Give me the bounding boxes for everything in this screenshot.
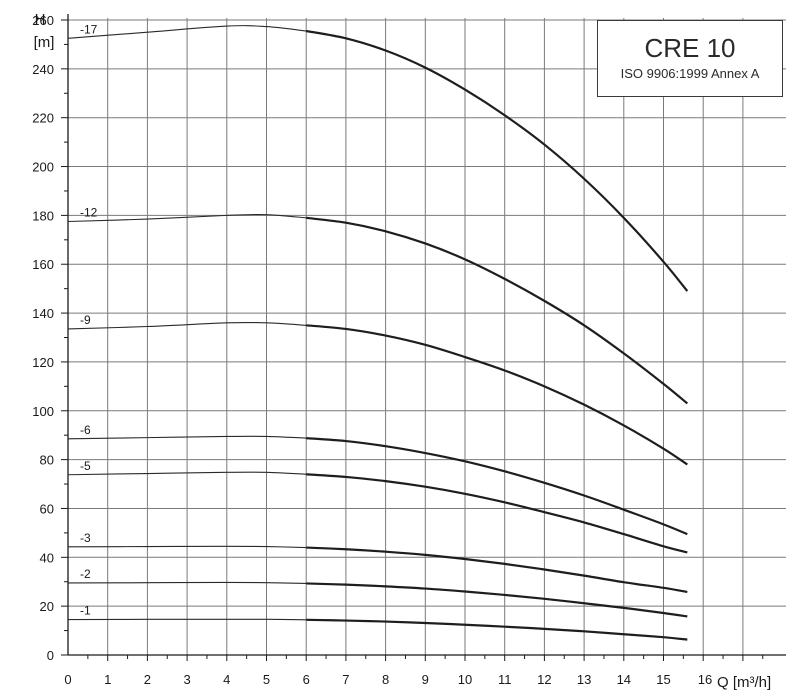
curve-segment-thin [67, 213, 307, 223]
x-tick-label: 10 [458, 672, 472, 687]
curve-segment-thin [67, 618, 307, 621]
x-tick-label: 5 [263, 672, 270, 687]
curve-segment-thin [67, 435, 307, 440]
curve-segment-operating [306, 216, 689, 405]
x-axis-label: Q [m³/h] [717, 674, 771, 691]
x-tick-label: 14 [617, 672, 631, 687]
x-tick-label: 11 [498, 672, 512, 687]
x-tick-label: 4 [223, 672, 230, 687]
curve-segment-thin [67, 545, 307, 549]
y-tick-label: 20 [40, 599, 54, 614]
y-tick-label: 160 [32, 257, 54, 272]
curve-label: -12 [80, 205, 98, 219]
y-tick-label: 140 [32, 306, 54, 321]
curve-labels: -17 -12 -9 -6 -5 -3 -2 -1 [80, 22, 98, 617]
curve-label: -6 [80, 423, 91, 437]
y-tick-label: 40 [40, 550, 54, 565]
curve-label: -5 [80, 459, 91, 473]
curve-label: -9 [80, 313, 91, 327]
x-tick-label: 13 [577, 672, 591, 687]
curve-segment-operating [306, 582, 688, 618]
curve-label: -17 [80, 22, 98, 36]
x-tick-label: 0 [64, 672, 71, 687]
curve-segment-operating [306, 324, 688, 466]
y-axis-unit: [m] [34, 34, 55, 51]
axes [61, 14, 786, 661]
curve-segment-operating [306, 618, 688, 641]
x-axis-last-tick: 16 [698, 672, 712, 687]
y-axis-symbol: H [35, 11, 46, 28]
y-tick-label: 220 [32, 111, 54, 126]
curve-segment-operating [306, 546, 688, 594]
x-tick-label: 8 [382, 672, 389, 687]
curve-segment-operating [306, 473, 688, 554]
chart-title-box: CRE 10 ISO 9906:1999 Annex A [597, 20, 783, 97]
y-tick-label: 120 [32, 355, 54, 370]
y-tick-label: 100 [32, 404, 54, 419]
chart-subtitle: ISO 9906:1999 Annex A [620, 66, 760, 81]
tick-labels: 0 1 2 3 4 5 6 7 8 9 10 11 12 13 14 15020406080100120140… [32, 13, 670, 687]
x-tick-label: 1 [104, 672, 111, 687]
x-tick-label: 15 [656, 672, 670, 687]
y-tick-label: 60 [40, 501, 54, 516]
x-tick-label: 7 [342, 672, 349, 687]
y-tick-label: 0 [47, 648, 54, 663]
curve-label: -2 [80, 567, 91, 581]
curve-segment-thin [67, 321, 307, 330]
curve-segment-thin [67, 581, 307, 584]
x-tick-label: 9 [422, 672, 429, 687]
chart-title: CRE 10 [644, 33, 736, 63]
curve-segment-thin [67, 471, 307, 476]
grid-lines [68, 18, 786, 655]
y-tick-label: 180 [32, 208, 54, 223]
x-tick-label: 3 [183, 672, 190, 687]
x-tick-label: 12 [537, 672, 551, 687]
curve-segment-operating [306, 437, 688, 536]
y-tick-label: 240 [32, 62, 54, 77]
y-tick-label: 260 [32, 13, 54, 28]
curve-segment-thin [67, 25, 307, 39]
performance-curves [67, 25, 689, 641]
x-tick-label: 6 [303, 672, 310, 687]
y-tick-label: 200 [32, 160, 54, 175]
curve-label: -1 [80, 604, 91, 618]
curve-label: -3 [80, 531, 91, 545]
curve-segment-operating [306, 29, 689, 292]
y-tick-label: 80 [40, 453, 54, 468]
x-tick-label: 2 [144, 672, 151, 687]
